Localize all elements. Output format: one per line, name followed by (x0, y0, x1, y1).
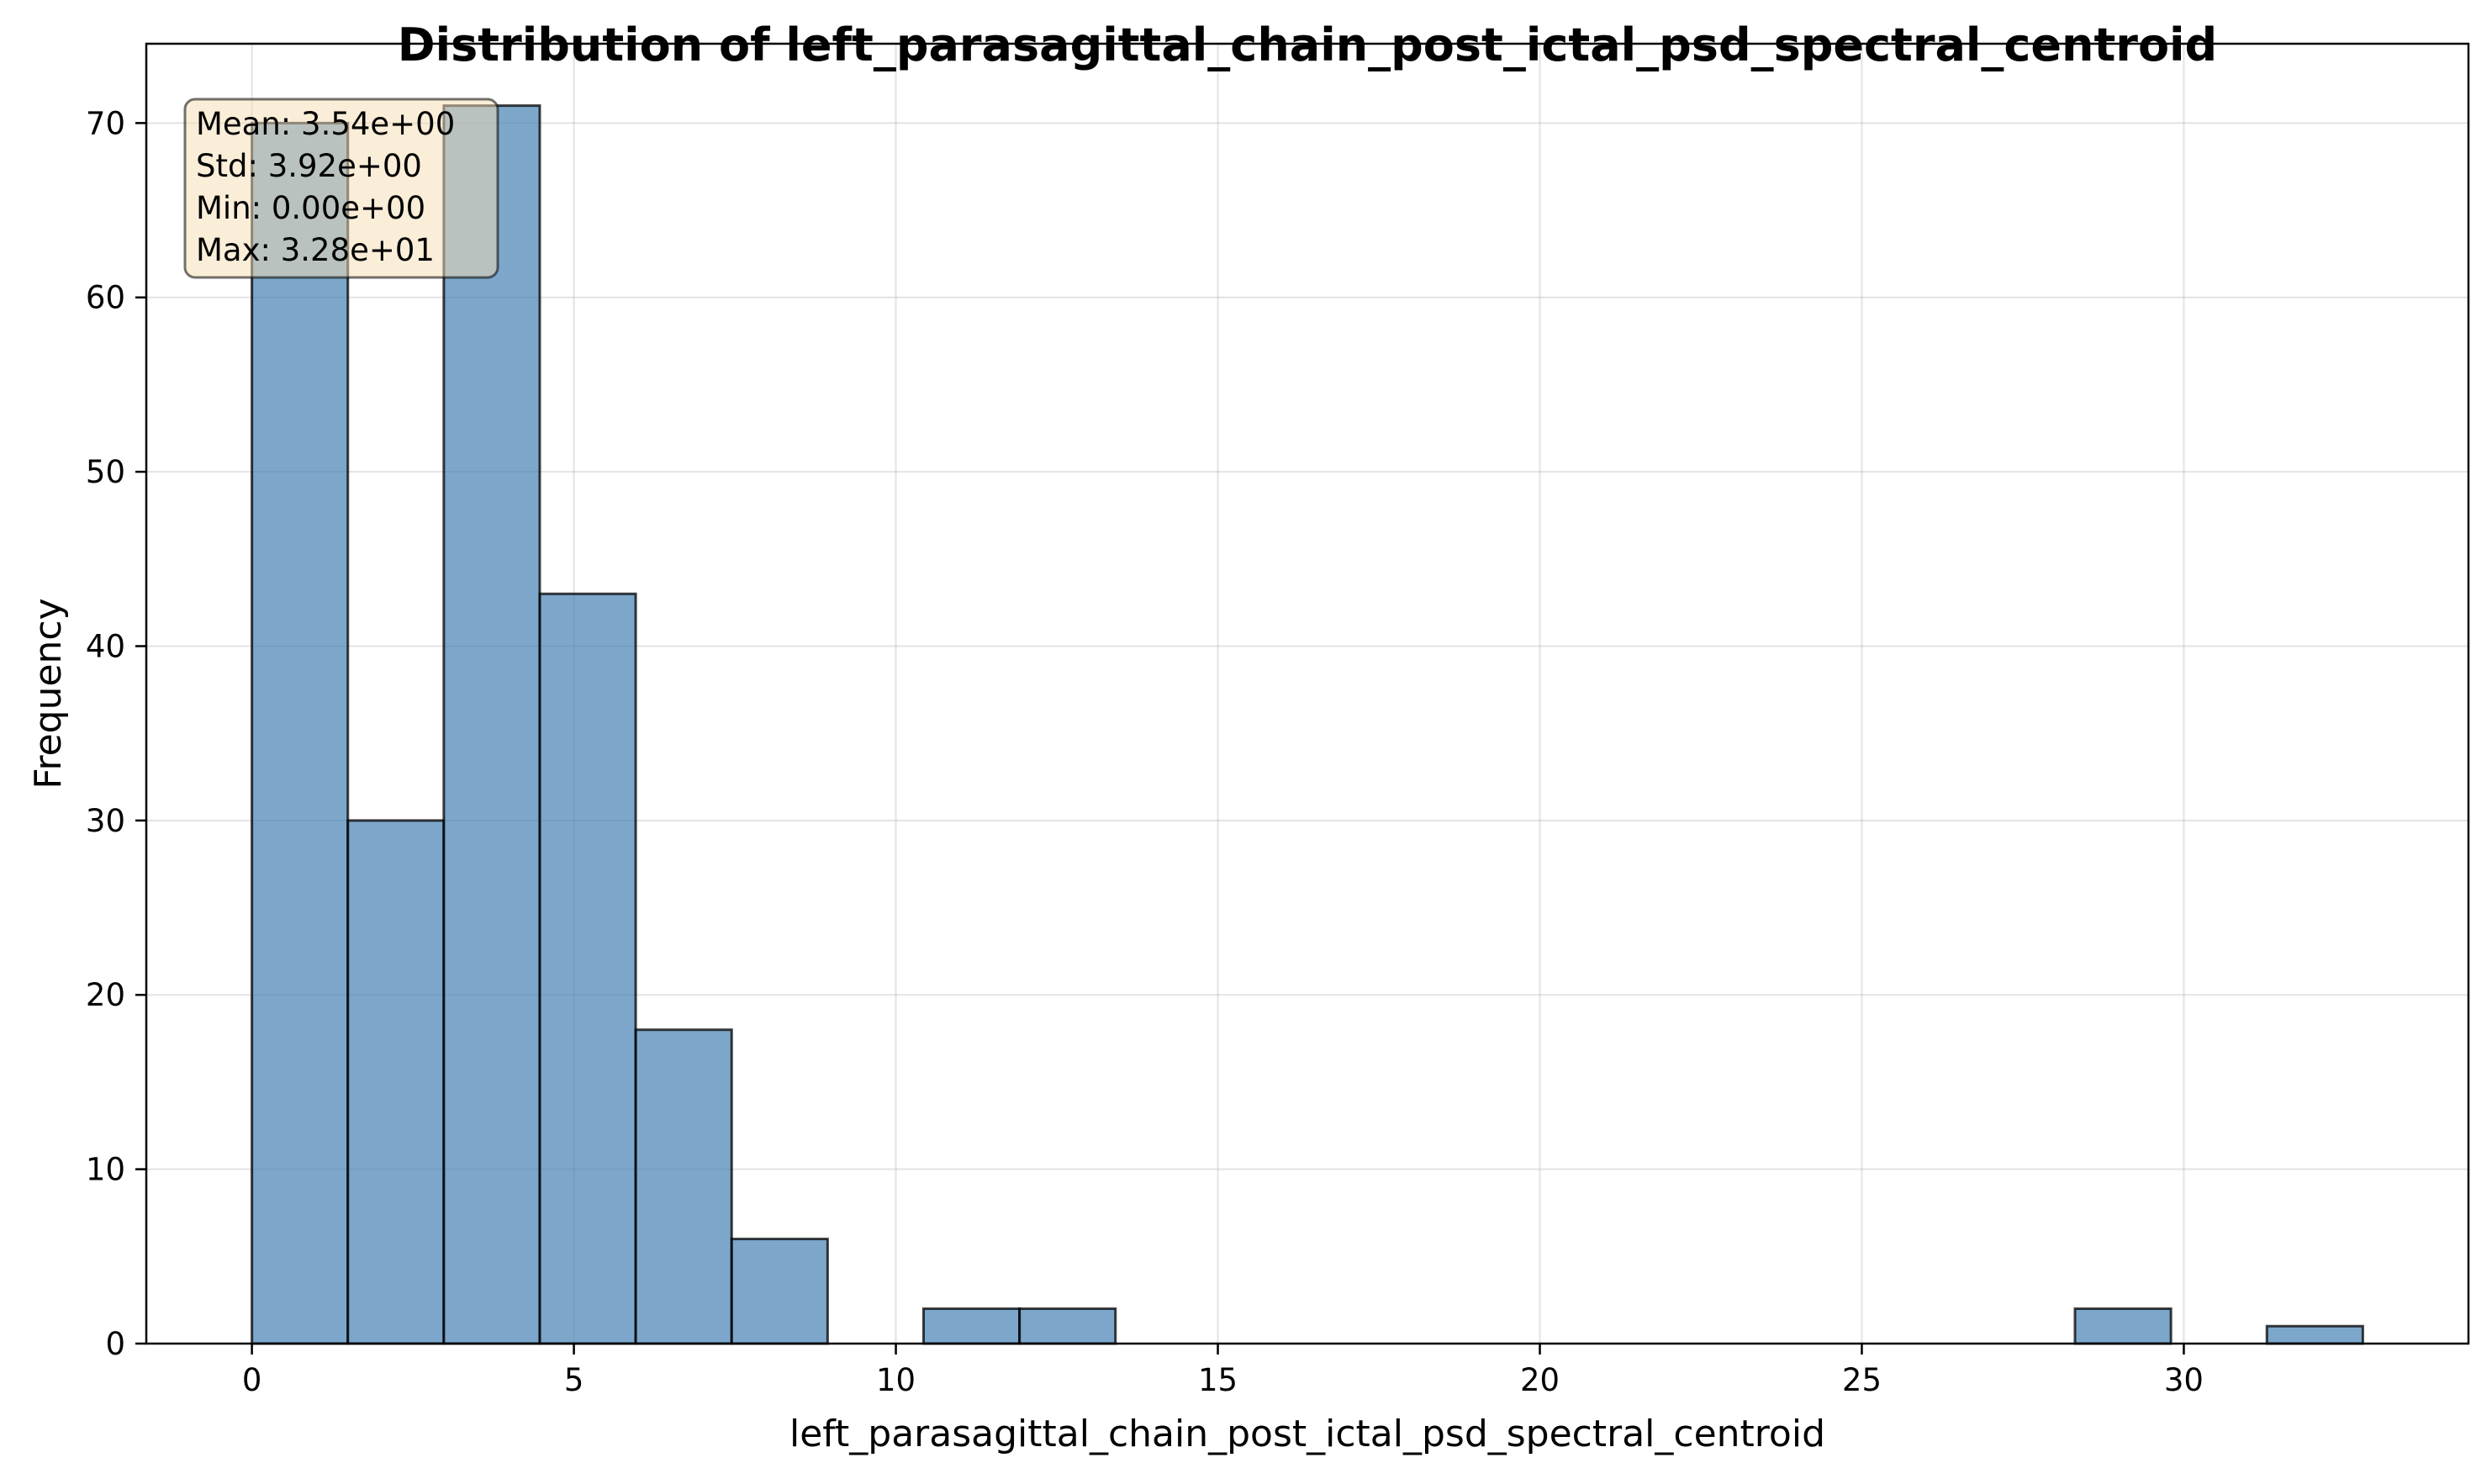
y-tick-label: 50 (86, 454, 125, 490)
x-tick-label: 25 (1842, 1362, 1882, 1398)
y-tick-label: 10 (86, 1152, 125, 1188)
histogram-bar (730, 1238, 829, 1345)
histogram-bar (2073, 1307, 2173, 1345)
histogram-bar (346, 819, 446, 1345)
stats-line: Std: 3.92e+00 (196, 148, 422, 184)
stats-box-background (183, 98, 499, 279)
y-axis-ticks: 0 10 20 30 40 50 60 70 (86, 105, 146, 1362)
y-tick-label: 70 (86, 105, 125, 141)
histogram-bar (442, 104, 541, 1345)
stats-line: Mean: 3.54e+00 (196, 106, 455, 142)
x-tick-label: 5 (564, 1362, 584, 1398)
x-tick-label: 15 (1198, 1362, 1238, 1398)
y-axis-label: Frequency (27, 598, 70, 789)
histogram-bar (921, 1307, 1022, 1345)
x-tick-label: 10 (876, 1362, 916, 1398)
chart-title: Distribution of left_parasagittal_chain_… (398, 18, 2217, 71)
histogram-bar (538, 592, 637, 1345)
histogram-bar (2265, 1324, 2364, 1345)
y-tick-label: 30 (86, 803, 125, 839)
histogram-bars (251, 104, 2364, 1345)
x-axis-label: left_parasagittal_chain_post_ictal_psd_s… (789, 1413, 1825, 1455)
histogram-bar (634, 1028, 733, 1345)
y-tick-label: 20 (86, 977, 125, 1013)
stats-box: Mean: 3.54e+00 Std: 3.92e+00 Min: 0.00e+00… (183, 98, 499, 279)
x-axis-ticks: 0 5 10 15 20 25 30 (242, 1344, 2204, 1398)
x-tick-label: 20 (1520, 1362, 1560, 1398)
stats-line: Max: 3.28e+01 (196, 232, 435, 268)
x-tick-label: 30 (2164, 1362, 2204, 1398)
plot-frame (145, 42, 2470, 1345)
y-tick-label: 0 (105, 1326, 125, 1362)
histogram-bar (251, 121, 350, 1345)
y-tick-label: 40 (86, 628, 125, 664)
histogram-bar (1018, 1307, 1117, 1345)
stats-line: Min: 0.00e+00 (196, 190, 425, 226)
x-tick-label: 0 (242, 1362, 262, 1398)
y-tick-label: 60 (86, 280, 125, 316)
